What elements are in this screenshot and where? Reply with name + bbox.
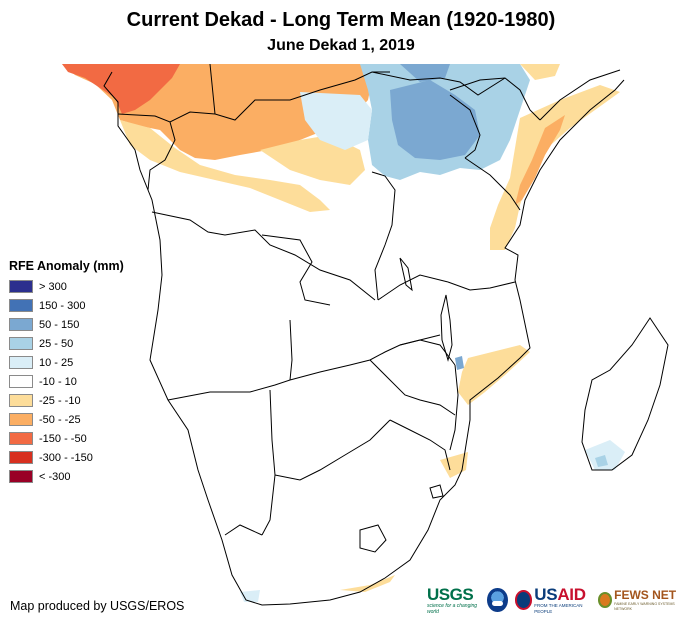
legend-item: -25 - -10 [9, 391, 124, 410]
border-drc-east [371, 171, 396, 301]
legend-label: -150 - -50 [39, 432, 87, 445]
wet-speck-lake [455, 356, 464, 370]
noaa-logo-icon [487, 588, 508, 612]
usaid-tagline: FROM THE AMERICAN PEOPLE [534, 602, 583, 614]
border-botswana-sa [274, 419, 391, 481]
lesotho [359, 524, 387, 553]
legend-item: -150 - -50 [9, 429, 124, 448]
legend-swatch [9, 375, 33, 388]
usgs-logo: USGS science for a changing world [427, 586, 481, 615]
legend-label: > 300 [39, 280, 67, 293]
border-somalia [539, 69, 621, 121]
border-zambia-north [377, 274, 449, 301]
legend-label: -50 - -25 [39, 413, 81, 426]
eswatini [429, 484, 444, 499]
border-tanzania-moz [447, 281, 516, 291]
usaid-seal-icon [514, 590, 533, 610]
map-title: Current Dekad - Long Term Mean (1920-198… [126, 9, 556, 31]
legend-label: -300 - -150 [39, 451, 93, 464]
legend-swatch [9, 280, 33, 293]
border-drc-south [151, 211, 376, 301]
lake-malawi [440, 294, 453, 362]
legend-label: 50 - 150 [39, 318, 80, 331]
border-kenya-tanzania [464, 157, 521, 211]
country-boundaries [103, 63, 669, 606]
legend-item: 25 - 50 [9, 334, 124, 353]
legend-label: -25 - -10 [39, 394, 81, 407]
legend-item: < -300 [9, 467, 124, 486]
logo-strip: USGS science for a changing world USAID … [427, 584, 682, 616]
legend-swatch [9, 413, 33, 426]
usaid-logo: USAID FROM THE AMERICAN PEOPLE [534, 586, 592, 615]
legend-item: 50 - 150 [9, 315, 124, 334]
anomaly-shading [62, 64, 625, 602]
usaid-wordmark: USAID [534, 584, 586, 604]
legend-label: 10 - 25 [39, 356, 74, 369]
border-ethiopia-kenya [449, 77, 541, 121]
legend-item: -50 - -25 [9, 410, 124, 429]
dry-coast-kenya [490, 85, 620, 250]
border-namibia-sa [224, 524, 263, 536]
very-dry-zone-gabon [62, 64, 180, 114]
dry-patch-horn [520, 64, 560, 80]
fews-net-emblem-icon [597, 592, 613, 608]
border-congo-drc [147, 121, 176, 191]
legend-swatch [9, 470, 33, 483]
mild-dry-band [120, 120, 330, 212]
map-credit: Map produced by USGS/EROS [10, 599, 185, 613]
wetter-zone-uganda [390, 80, 480, 160]
coastline-mainland [103, 71, 625, 606]
border-sudan-south [371, 71, 506, 96]
legend-swatch [9, 337, 33, 350]
legend-swatch [9, 318, 33, 331]
border-car-drc [209, 63, 390, 121]
legend-label: 150 - 300 [39, 299, 86, 312]
dry-coast-mozambique [458, 345, 530, 405]
legend-item: 10 - 25 [9, 353, 124, 372]
fews-net-wordmark: FEWS NET [614, 587, 677, 602]
border-moz-zim [449, 364, 459, 451]
dry-coast-south-africa [340, 575, 395, 592]
light-wet-fringe [300, 92, 372, 150]
legend-swatch [9, 432, 33, 445]
lake-tanganyika [399, 257, 413, 292]
border-namibia-botswana [261, 389, 276, 536]
map-subtitle: June Dekad 1, 2019 [267, 37, 415, 54]
drier-coast-kenya [515, 115, 565, 205]
legend-item: > 300 [9, 277, 124, 296]
legend-label: -10 - 10 [39, 375, 77, 388]
usgs-tagline: science for a changing world [427, 602, 478, 615]
border-angola-namibia [167, 379, 291, 401]
legend-title: RFE Anomaly (mm) [9, 259, 124, 273]
legend: RFE Anomaly (mm) > 300 150 - 300 50 - 15… [9, 259, 124, 486]
usgs-wordmark: USGS [427, 584, 474, 604]
legend-swatch [9, 451, 33, 464]
legend-item: -10 - 10 [9, 372, 124, 391]
border-angola-zambia [289, 319, 293, 381]
legend-swatch [9, 299, 33, 312]
wet-speck-cape [240, 590, 260, 602]
border-zimbabwe [369, 359, 456, 416]
fews-net-tagline: FAMINE EARLY WARNING SYSTEMS NETWORK [614, 601, 675, 611]
border-uganda-kenya [449, 94, 481, 159]
border-zambia-south [289, 334, 441, 381]
border-sa-north [389, 419, 451, 471]
legend-label: < -300 [39, 470, 71, 483]
legend-item: 150 - 300 [9, 296, 124, 315]
border-malawi-moz [399, 339, 456, 366]
madagascar-outline [581, 317, 669, 471]
border-angola-drc [261, 234, 331, 306]
legend-swatch [9, 394, 33, 407]
legend-item: -300 - -150 [9, 448, 124, 467]
legend-swatch [9, 356, 33, 369]
legend-label: 25 - 50 [39, 337, 74, 350]
wet-speck-madagascar-2 [595, 455, 608, 467]
fews-net-logo: FEWS NET FAMINE EARLY WARNING SYSTEMS NE… [614, 587, 682, 612]
wet-patch-north [400, 64, 450, 82]
